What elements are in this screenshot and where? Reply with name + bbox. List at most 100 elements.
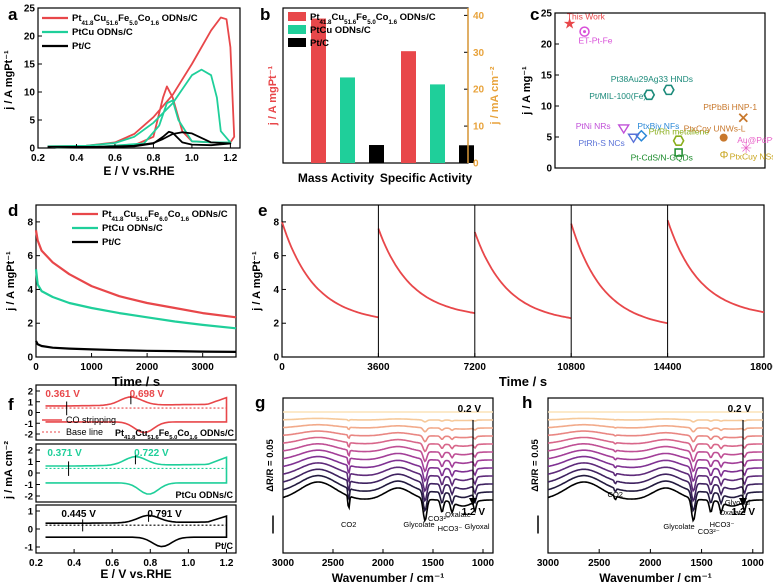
panel-b-legend-swatch xyxy=(288,12,306,21)
panel-b-legend-swatch xyxy=(288,25,306,34)
panel-b-category-label: Specific Activity xyxy=(380,171,473,185)
x-tick-label: 3600 xyxy=(367,362,390,373)
panel-h-spectrum xyxy=(547,468,763,503)
panel-b-bar xyxy=(430,84,445,163)
panel-c-point-marker xyxy=(643,89,656,101)
panel-e-xlabel: Time / s xyxy=(499,374,547,389)
panel-c-point-label: PtRh-S NCs xyxy=(579,138,625,148)
x-tick-label: 0.4 xyxy=(67,558,81,569)
panel-e-series-line xyxy=(666,219,765,314)
panel-f-peak-label: 0.791 V xyxy=(147,509,182,520)
panel-c-point-marker xyxy=(617,124,630,135)
panel-f-subpanel-label: Pt/C xyxy=(215,541,234,551)
panel-g-ylabel: ΔR/R = 0.05 xyxy=(265,439,276,492)
panel-b-bar xyxy=(401,51,416,163)
panel-f-y-tick-label: 0 xyxy=(28,408,33,419)
panel-b-ylabel-right: j / mA cm⁻² xyxy=(489,66,501,125)
y-tick-label: 10 xyxy=(473,122,485,133)
panel-g-potential-end: 1.2 V xyxy=(462,507,486,518)
y-tick-label: 20 xyxy=(473,85,485,96)
panel-h-spectrum xyxy=(547,417,763,423)
x-tick-label: 14400 xyxy=(654,362,682,373)
panel-c-point-label: Pt38Au29Ag33 HNDs xyxy=(611,74,693,84)
panel-b-bar xyxy=(369,145,384,163)
panel-e-series-line xyxy=(377,228,475,314)
y-tick-label: 2 xyxy=(27,319,33,330)
panel-c-point-label: Pt/Rh metallene xyxy=(649,127,710,137)
panel-c-point-label: ET-Pt-Fe xyxy=(579,36,613,46)
x-tick-label: 1500 xyxy=(422,558,445,569)
y-tick-label: 15 xyxy=(541,71,553,82)
y-tick-label: 0 xyxy=(27,353,33,364)
panel-c-point-marker: Φ xyxy=(720,149,729,161)
panel-f-legend-label: Base line xyxy=(66,427,103,437)
panel-d-legend-label: Pt/C xyxy=(102,237,121,248)
panel-g-annotation: Glycolate xyxy=(403,520,434,529)
y-tick-label: 0 xyxy=(29,144,35,155)
panel-c-point-marker xyxy=(627,133,640,144)
panel-label: g xyxy=(255,393,265,412)
y-tick-label: 6 xyxy=(27,251,33,262)
panel-f-onset-label: 0.445 V xyxy=(61,509,96,520)
panel-c-point-marker xyxy=(674,148,683,157)
panel-d-xlabel: Time / s xyxy=(112,374,160,389)
y-tick-label: 25 xyxy=(24,4,36,15)
panel-e-frame xyxy=(281,204,765,358)
x-tick-label: 1.0 xyxy=(181,558,195,569)
panel-f-y-tick-label: 2 xyxy=(28,446,33,457)
panel-d-legend-label: PtCu ODNs/C xyxy=(102,223,163,234)
y-tick-label: 0 xyxy=(273,353,279,364)
panel-c-point-label: Au@PdPt xyxy=(737,135,773,145)
panel-b-legend-label: PtCu ODNs/C xyxy=(310,25,371,36)
panel-f-ylabel: j / mA cm⁻² xyxy=(3,441,15,500)
x-tick-label: 1.2 xyxy=(223,153,237,164)
panel-b-bar xyxy=(311,18,326,164)
panel-a-series-line xyxy=(47,130,232,149)
panel-c-point-label: PtxCuy NSs xyxy=(730,151,773,161)
panel-f-y-tick-label: -2 xyxy=(25,492,33,503)
panel-c-point-label: PtPbBi HNP-1 xyxy=(703,102,757,112)
y-tick-label: 30 xyxy=(473,48,485,59)
x-tick-label: 2500 xyxy=(588,558,611,569)
x-tick-label: 1000 xyxy=(80,362,103,373)
panel-h-spectrum xyxy=(547,481,763,523)
panel-f-y-tick-label: -1 xyxy=(25,419,34,430)
x-tick-label: 2000 xyxy=(136,362,159,373)
x-tick-label: 3000 xyxy=(192,362,215,373)
panel-g-spectrum xyxy=(282,443,493,463)
panel-a-ylabel: j / A mgPt⁻¹ xyxy=(3,50,15,111)
panel-h-spectrum xyxy=(547,443,763,463)
x-tick-label: 1000 xyxy=(472,558,495,569)
panel-b-legend-swatch xyxy=(288,38,306,47)
x-tick-label: 0.8 xyxy=(143,558,157,569)
y-tick-label: 40 xyxy=(473,11,485,22)
panel-a-series-line xyxy=(47,68,232,149)
y-tick-label: 6 xyxy=(273,251,279,262)
panel-b-category-label: Mass Activity xyxy=(298,171,375,185)
panel-g-annotation: Glyoxal xyxy=(464,522,489,531)
panel-c-point-marker xyxy=(672,135,685,147)
panel-c-point-label: This Work xyxy=(567,12,606,22)
panel-g-annotation: Oxalate xyxy=(445,510,471,519)
y-tick-label: 20 xyxy=(541,40,553,51)
y-tick-label: 0 xyxy=(473,159,479,170)
panel-e-series-line xyxy=(473,231,572,320)
panel-d-series-line xyxy=(34,230,237,319)
panel-g-spectrum xyxy=(282,430,493,443)
panel-c-point-marker xyxy=(662,84,675,96)
panel-h-potential-arrow-head xyxy=(739,498,747,506)
x-tick-label: 1000 xyxy=(742,558,765,569)
panel-e-ylabel: j / A mgPt⁻¹ xyxy=(251,251,263,312)
panel-a-frame xyxy=(37,7,241,149)
panel-h-spectrum xyxy=(547,455,763,483)
panel-e-series-line xyxy=(281,221,379,319)
x-tick-label: 2500 xyxy=(322,558,345,569)
panel-h-xlabel: Wavenumber / cm⁻¹ xyxy=(599,571,712,584)
panel-g-spectrum xyxy=(282,455,493,483)
panel-h-spectrum xyxy=(547,462,763,493)
panel-b-bar xyxy=(459,145,474,163)
panel-d-frame xyxy=(35,204,237,358)
panel-g-spectrum xyxy=(282,481,493,523)
